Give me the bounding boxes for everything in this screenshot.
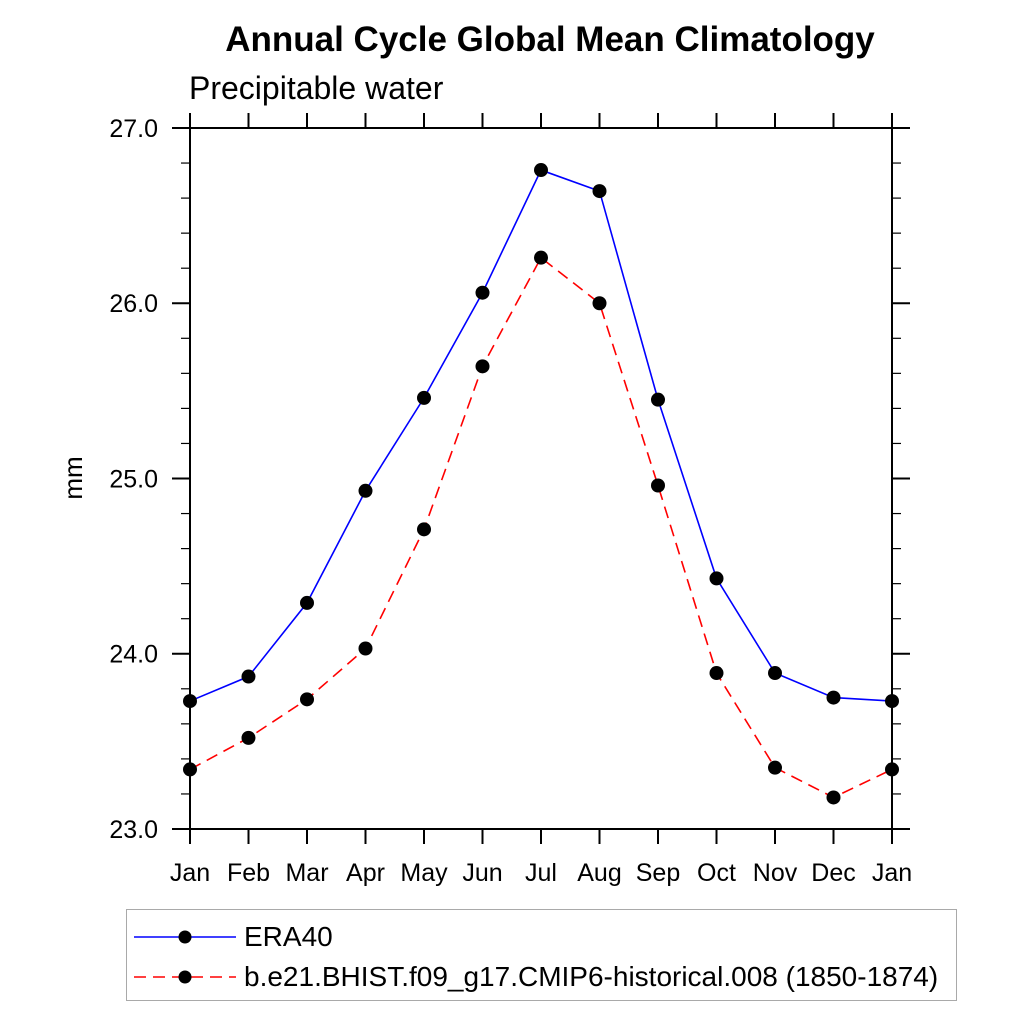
y-tick-label: 26.0 bbox=[109, 290, 158, 318]
legend-item-model: b.e21.BHIST.f09_g17.CMIP6-historical.008… bbox=[132, 957, 938, 997]
data-point bbox=[885, 762, 899, 777]
x-tick-label: Sep bbox=[636, 859, 680, 887]
y-tick-label: 25.0 bbox=[109, 465, 158, 493]
x-tick-label: Nov bbox=[753, 859, 798, 887]
legend-box: ERA40 b.e21.BHIST.f09_g17.CMIP6-historic… bbox=[126, 909, 957, 1001]
legend-label-era40: ERA40 bbox=[244, 921, 333, 952]
data-point bbox=[183, 762, 197, 777]
legend-line-sample-dashed bbox=[134, 970, 236, 984]
x-tick-label: Jan bbox=[170, 859, 210, 887]
legend-item-era40: ERA40 bbox=[132, 917, 333, 957]
data-point bbox=[534, 163, 548, 178]
y-tick-label: 23.0 bbox=[109, 816, 158, 844]
x-tick-label: May bbox=[400, 859, 448, 887]
data-point bbox=[475, 285, 490, 300]
x-tick-label: Apr bbox=[346, 859, 385, 887]
x-tick-label: Oct bbox=[697, 859, 736, 887]
data-point bbox=[358, 641, 373, 656]
data-point bbox=[358, 483, 373, 498]
data-point bbox=[417, 390, 431, 405]
data-point bbox=[709, 571, 724, 586]
data-point bbox=[885, 694, 899, 709]
legend-line-sample-solid bbox=[134, 930, 236, 944]
data-point bbox=[592, 296, 607, 311]
data-point bbox=[651, 478, 665, 493]
data-point bbox=[417, 522, 431, 537]
x-tick-label: Jan bbox=[872, 859, 912, 887]
x-tick-label: Feb bbox=[227, 859, 270, 887]
series-line-model bbox=[189, 256, 893, 799]
data-point bbox=[300, 692, 314, 707]
y-tick-label: 24.0 bbox=[109, 641, 158, 669]
data-point bbox=[300, 595, 314, 610]
data-point bbox=[475, 359, 490, 374]
x-tick-label: Jul bbox=[525, 859, 557, 887]
y-tick-label: 27.0 bbox=[109, 115, 158, 143]
chart-subtitle: Precipitable water bbox=[189, 70, 444, 106]
data-point bbox=[592, 184, 607, 199]
series-line-era40 bbox=[189, 169, 893, 702]
data-point bbox=[241, 669, 256, 684]
data-point bbox=[651, 392, 665, 407]
chart-title: Annual Cycle Global Mean Climatology bbox=[225, 20, 875, 59]
data-point bbox=[183, 694, 197, 709]
x-tick-label: Jun bbox=[462, 859, 502, 887]
data-point bbox=[826, 690, 841, 705]
data-point bbox=[768, 760, 782, 775]
x-tick-label: Aug bbox=[577, 859, 621, 887]
legend-marker-dot bbox=[178, 970, 192, 984]
x-tick-label: Mar bbox=[285, 859, 328, 887]
data-point bbox=[768, 666, 782, 681]
data-point bbox=[534, 250, 548, 265]
data-point bbox=[826, 790, 841, 805]
data-point bbox=[709, 666, 724, 681]
legend-marker-dot bbox=[178, 930, 192, 944]
legend-label-model: b.e21.BHIST.f09_g17.CMIP6-historical.008… bbox=[244, 961, 939, 992]
data-point bbox=[241, 730, 256, 745]
x-tick-label: Dec bbox=[811, 859, 855, 887]
plot-frame bbox=[189, 127, 893, 830]
y-axis-title: mm bbox=[58, 456, 88, 500]
